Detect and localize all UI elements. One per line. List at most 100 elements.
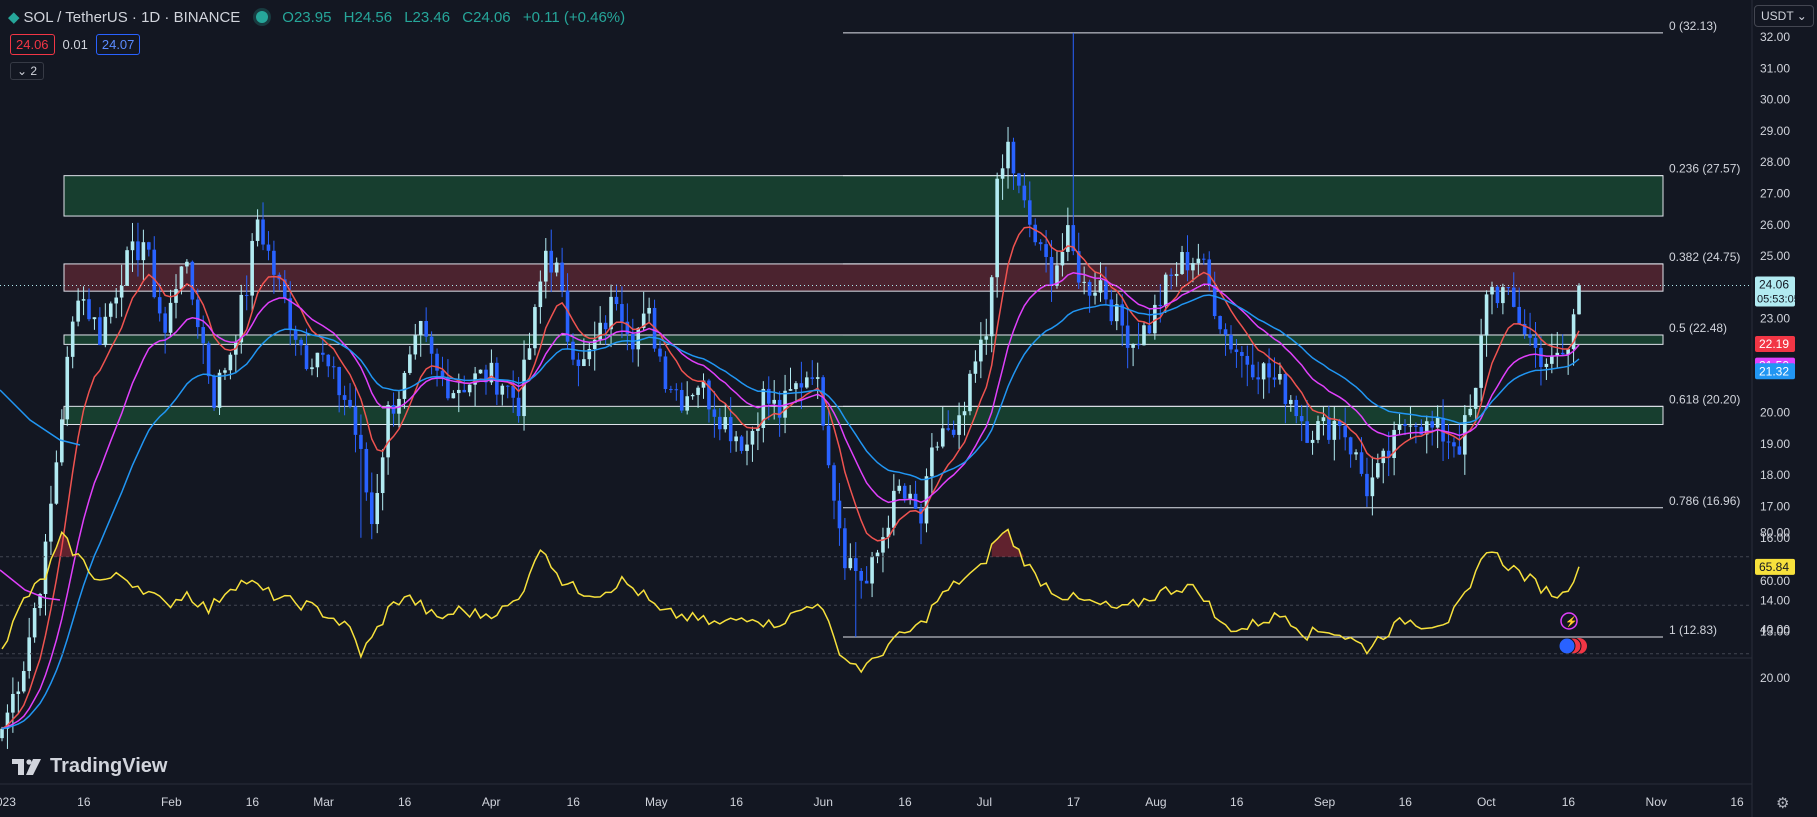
candle[interactable] [679, 390, 684, 411]
candle[interactable] [544, 250, 548, 282]
candle[interactable] [321, 352, 325, 355]
candle[interactable] [369, 492, 374, 525]
candle[interactable] [353, 406, 358, 435]
candle[interactable] [1457, 446, 1462, 455]
candle[interactable] [1566, 349, 1570, 355]
candle[interactable] [125, 250, 129, 286]
candle[interactable] [195, 299, 200, 328]
candle[interactable] [505, 385, 510, 387]
candle[interactable] [1049, 256, 1054, 286]
candle[interactable] [299, 339, 303, 346]
candle[interactable] [1066, 225, 1070, 252]
candle[interactable] [1550, 355, 1554, 364]
sr-zone[interactable] [63, 405, 1664, 425]
candle[interactable] [212, 376, 216, 408]
candle[interactable] [1185, 252, 1190, 271]
candle[interactable] [989, 277, 994, 337]
candle[interactable] [1011, 141, 1016, 174]
candle[interactable] [1354, 452, 1358, 455]
candle[interactable] [1174, 273, 1179, 276]
candle[interactable] [1332, 420, 1337, 440]
candle[interactable] [821, 377, 825, 426]
candle[interactable] [794, 383, 798, 390]
candle[interactable] [516, 397, 521, 417]
candle[interactable] [1299, 416, 1304, 422]
candle[interactable] [1093, 292, 1097, 296]
candle[interactable] [1207, 259, 1212, 286]
candle[interactable] [1147, 325, 1152, 334]
candle[interactable] [805, 377, 809, 388]
candle[interactable] [108, 303, 113, 317]
candle[interactable] [228, 354, 233, 371]
candle[interactable] [1441, 417, 1445, 442]
candle[interactable] [663, 356, 668, 390]
candle[interactable] [707, 380, 711, 410]
candle[interactable] [935, 446, 940, 448]
candle[interactable] [1283, 373, 1288, 405]
candle[interactable] [848, 558, 853, 569]
candle[interactable] [27, 637, 31, 672]
currency-select[interactable]: USDT ⌄ [1754, 5, 1814, 27]
candle[interactable] [799, 383, 804, 388]
candle[interactable] [1033, 224, 1038, 243]
candle[interactable] [859, 570, 864, 581]
candle[interactable] [179, 266, 184, 290]
candle[interactable] [1245, 355, 1250, 365]
candle[interactable] [152, 249, 157, 298]
candle[interactable] [451, 393, 456, 399]
candle[interactable] [239, 294, 244, 343]
candle[interactable] [641, 313, 646, 328]
candle[interactable] [16, 691, 21, 694]
candle[interactable] [549, 250, 554, 273]
candle[interactable] [870, 556, 874, 584]
candle[interactable] [1038, 242, 1043, 245]
candle[interactable] [1196, 258, 1201, 264]
candle[interactable] [968, 373, 972, 412]
candle[interactable] [658, 348, 662, 357]
candle[interactable] [511, 385, 515, 398]
candle[interactable] [49, 503, 53, 542]
candle[interactable] [261, 219, 265, 245]
candle[interactable] [38, 594, 42, 609]
candle[interactable] [843, 528, 847, 569]
candle[interactable] [1131, 344, 1135, 348]
candle[interactable] [587, 349, 592, 360]
candle[interactable] [750, 430, 755, 445]
candle[interactable] [250, 240, 254, 296]
candle[interactable] [1060, 251, 1065, 266]
candle[interactable] [897, 485, 902, 491]
candle[interactable] [217, 372, 222, 408]
candle[interactable] [391, 404, 396, 414]
candle[interactable] [157, 297, 162, 314]
candle[interactable] [98, 317, 102, 346]
candle[interactable] [1435, 417, 1440, 428]
candle[interactable] [1419, 426, 1424, 435]
candle[interactable] [1495, 286, 1500, 304]
candle[interactable] [886, 527, 891, 538]
candle[interactable] [892, 490, 896, 528]
candle[interactable] [440, 370, 445, 378]
candle[interactable] [168, 302, 173, 333]
indicators-toggle[interactable]: ⌄ 2 [10, 62, 45, 80]
candle[interactable] [1555, 352, 1560, 356]
candle[interactable] [669, 389, 673, 391]
candle[interactable] [1076, 251, 1081, 283]
candle[interactable] [962, 411, 967, 416]
candle[interactable] [826, 425, 831, 466]
candle[interactable] [1027, 200, 1032, 225]
candle[interactable] [1234, 349, 1239, 353]
candle[interactable] [1522, 323, 1527, 335]
candle[interactable] [76, 300, 80, 322]
moving-average-line[interactable] [1, 226, 1580, 730]
candle[interactable] [696, 387, 700, 395]
candle[interactable] [1201, 258, 1206, 260]
candle[interactable] [1044, 244, 1048, 257]
candle[interactable] [1261, 363, 1266, 380]
sr-zone[interactable] [63, 334, 1664, 345]
candle[interactable] [1501, 287, 1505, 304]
candle[interactable] [87, 299, 91, 320]
candle[interactable] [723, 417, 728, 430]
candle[interactable] [310, 367, 314, 370]
candle[interactable] [685, 396, 689, 411]
candle[interactable] [1560, 352, 1565, 355]
